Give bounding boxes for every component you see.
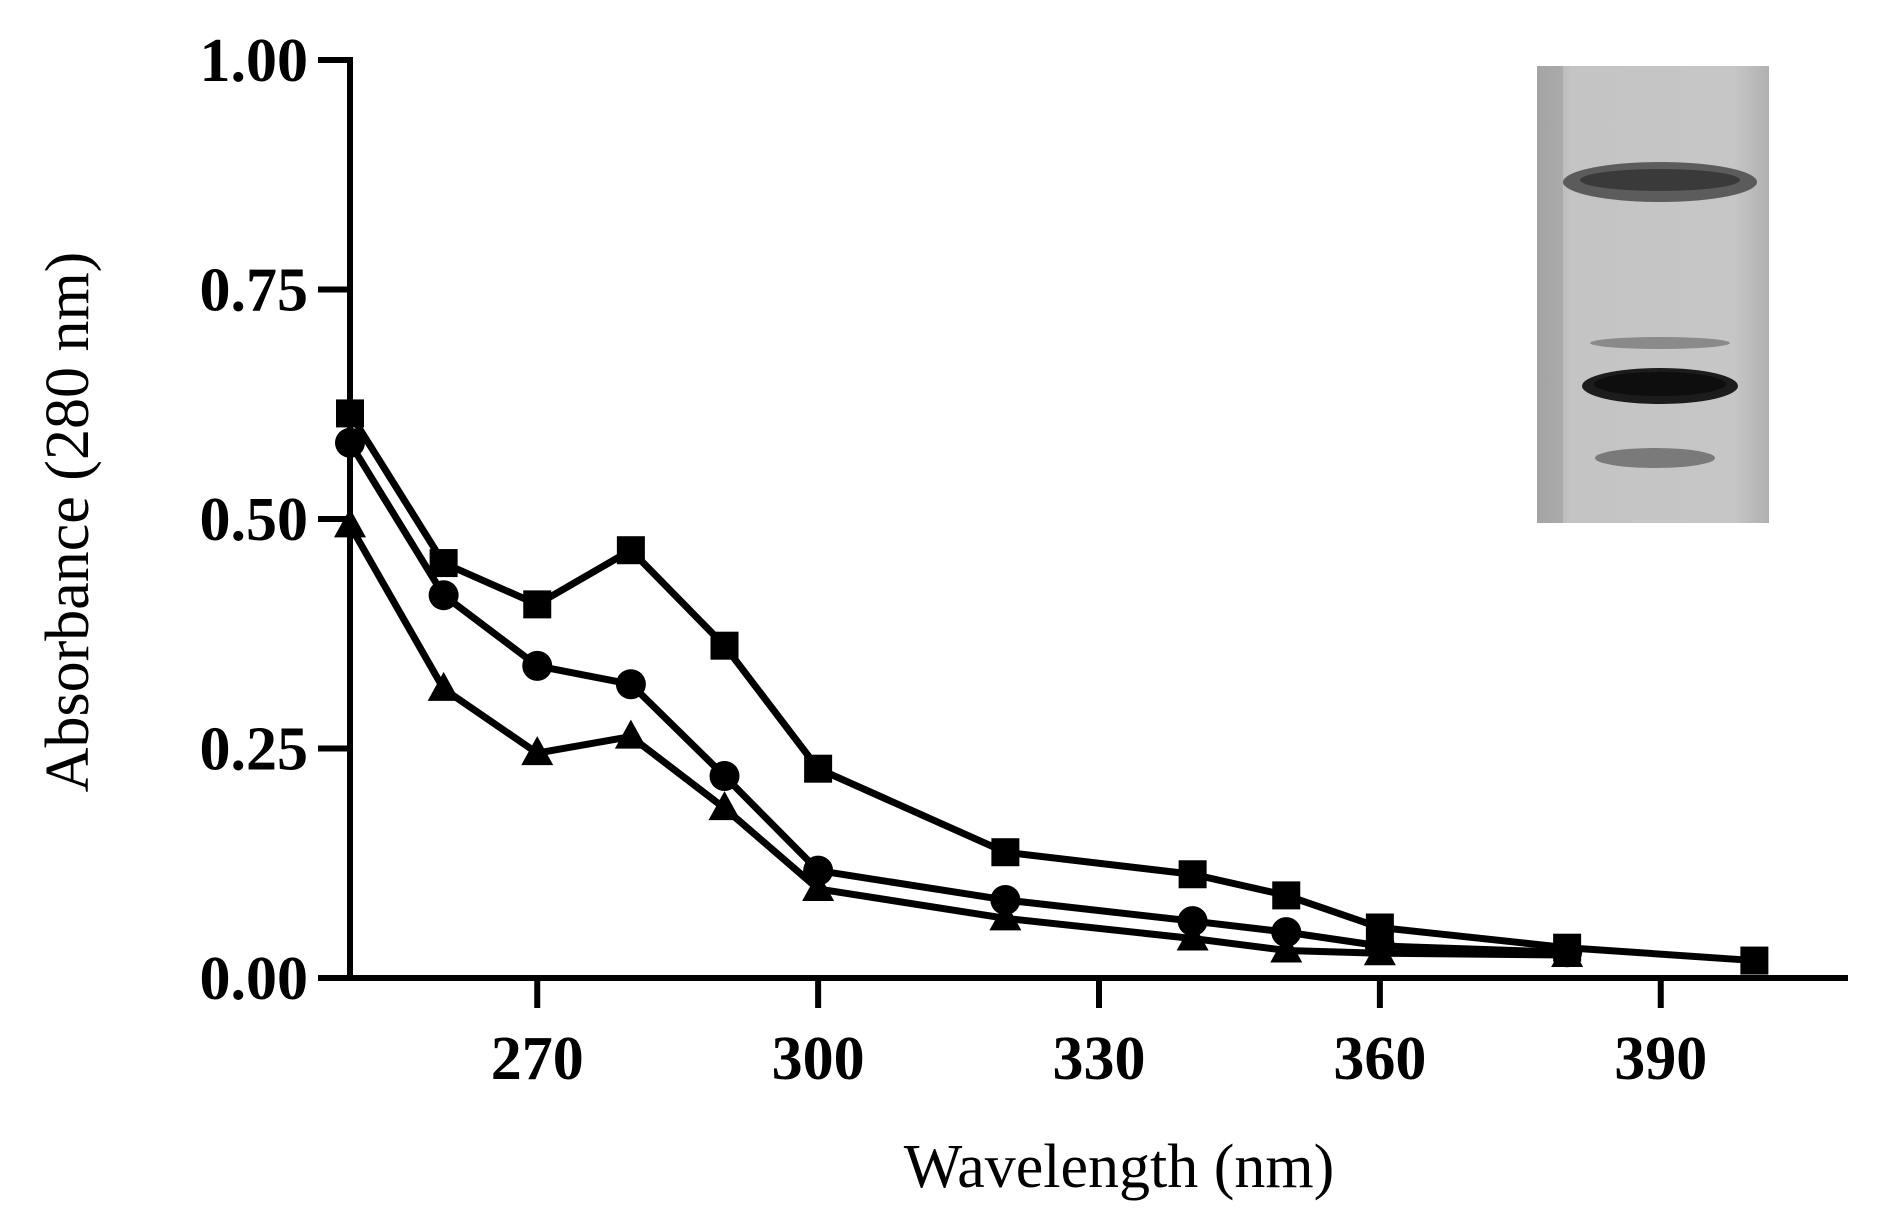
- circle-marker: [1177, 906, 1208, 937]
- y-axis-title: Absorbance (280 nm): [34, 252, 102, 793]
- y-tick-label: 0.25: [200, 716, 309, 784]
- square-marker: [804, 754, 833, 783]
- circle-marker: [522, 650, 553, 681]
- triangle-marker: [1363, 936, 1396, 966]
- triangle-marker: [708, 791, 741, 821]
- x-axis-title: Wavelength (nm): [904, 1133, 1335, 1201]
- triangle-marker: [427, 671, 460, 701]
- x-tick-label: 270: [491, 1025, 584, 1093]
- triangle-marker: [802, 871, 835, 901]
- y-tick-label: 0.75: [200, 257, 309, 325]
- circle-marker: [615, 669, 646, 700]
- triangle-marker: [1176, 921, 1209, 951]
- triangle-marker: [334, 508, 366, 538]
- y-tick-label: 0.00: [200, 945, 309, 1013]
- x-tick-label: 300: [772, 1025, 865, 1093]
- gel-inset-image: [1537, 66, 1769, 523]
- square-marker: [1740, 946, 1769, 975]
- square-marker: [616, 536, 645, 565]
- x-tick-label: 330: [1053, 1025, 1146, 1093]
- series-triangle: [334, 508, 1584, 968]
- square-marker: [429, 549, 458, 578]
- triangle-marker: [614, 719, 647, 749]
- axes: 0.00 0.25 0.50 0.75 1.00 270 300 330 360 390 Wavel…: [34, 27, 1848, 1201]
- circle-marker: [709, 761, 740, 792]
- square-marker: [523, 590, 552, 619]
- y-tick-label: 1.00: [200, 27, 309, 95]
- series-circle: [335, 427, 1583, 968]
- triangle-marker: [521, 736, 554, 766]
- triangle-marker: [1551, 938, 1584, 968]
- circle-marker: [335, 427, 365, 458]
- series-layer: [334, 399, 1769, 975]
- triangle-marker: [1270, 933, 1303, 963]
- series-line-circle: [347, 440, 1568, 956]
- x-tick-label: 360: [1333, 1025, 1426, 1093]
- square-marker: [991, 838, 1020, 867]
- y-tick-label: 0.50: [200, 486, 309, 554]
- circle-marker: [990, 884, 1021, 915]
- circle-marker: [428, 580, 459, 611]
- circle-marker: [1271, 917, 1302, 948]
- triangle-marker: [989, 901, 1022, 931]
- square-marker: [1272, 881, 1301, 910]
- square-marker: [710, 631, 739, 660]
- series-line-square: [347, 411, 1755, 965]
- square-marker: [336, 399, 364, 428]
- x-tick-label: 390: [1614, 1025, 1707, 1093]
- square-marker: [1178, 860, 1207, 889]
